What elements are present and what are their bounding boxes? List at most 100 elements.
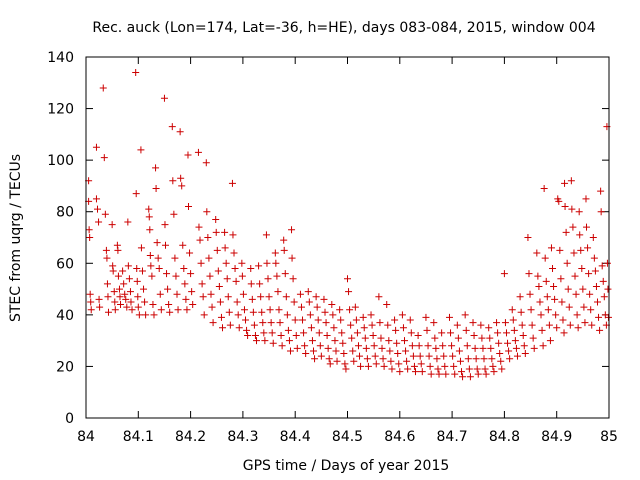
data-point <box>456 357 464 365</box>
data-point <box>519 331 527 339</box>
data-point <box>591 267 599 275</box>
data-point <box>172 272 180 280</box>
data-point <box>281 270 289 278</box>
data-point <box>542 277 550 285</box>
data-point <box>331 337 339 345</box>
data-point <box>219 324 227 332</box>
axis-ticks: 84 84.1 84.2 84.3 84.4 84.5 84.6 84.7 84.8 84.9 85… <box>47 50 618 445</box>
data-point <box>116 293 124 301</box>
data-point <box>371 352 379 360</box>
data-point <box>110 288 118 296</box>
data-point <box>513 352 521 360</box>
data-point <box>560 329 568 337</box>
data-point <box>471 344 479 352</box>
data-point <box>588 321 596 329</box>
data-point <box>312 293 320 301</box>
data-point <box>243 326 251 334</box>
data-point <box>455 347 463 355</box>
data-point <box>146 226 154 234</box>
data-point <box>313 303 321 311</box>
data-point <box>275 306 283 314</box>
data-point <box>233 298 241 306</box>
data-point <box>323 331 331 339</box>
data-point <box>574 324 582 332</box>
data-point <box>485 324 493 332</box>
data-point <box>346 306 354 314</box>
data-point <box>307 324 315 332</box>
data-point <box>308 337 316 345</box>
data-point <box>414 331 422 339</box>
data-point <box>458 368 466 376</box>
data-point <box>251 331 259 339</box>
data-point <box>271 249 279 257</box>
data-point <box>160 94 168 102</box>
data-point <box>426 362 434 370</box>
x-tick-label: 84.8 <box>489 429 520 445</box>
data-point <box>293 344 301 352</box>
data-point <box>149 301 157 309</box>
data-point <box>370 342 378 350</box>
data-point <box>480 355 488 363</box>
data-point <box>387 357 395 365</box>
data-point <box>277 331 285 339</box>
data-point <box>555 197 563 205</box>
data-point <box>489 362 497 370</box>
data-point <box>496 350 504 358</box>
data-point <box>133 277 141 285</box>
data-point <box>329 311 337 319</box>
data-point <box>563 259 571 267</box>
data-point <box>109 267 117 275</box>
x-tick-label: 84.6 <box>384 429 415 445</box>
data-point <box>99 84 107 92</box>
y-tick-label: 40 <box>56 308 74 324</box>
data-point <box>244 331 252 339</box>
data-point <box>300 329 308 337</box>
data-point <box>326 360 334 368</box>
data-point <box>103 280 111 288</box>
data-point <box>561 179 569 187</box>
data-point <box>360 324 368 332</box>
data-point <box>276 319 284 327</box>
data-point <box>108 221 116 229</box>
data-point <box>497 357 505 365</box>
data-point <box>511 337 519 345</box>
data-point <box>592 282 600 290</box>
data-point <box>423 326 431 334</box>
data-point <box>134 303 142 311</box>
data-point <box>543 293 551 301</box>
data-point <box>148 272 156 280</box>
data-point <box>345 288 353 296</box>
data-point <box>198 280 206 288</box>
data-point <box>145 213 153 221</box>
data-point <box>349 347 357 355</box>
data-point <box>126 288 134 296</box>
data-point <box>285 337 293 345</box>
data-point <box>179 241 187 249</box>
data-point <box>222 259 230 267</box>
data-point <box>525 270 533 278</box>
data-point <box>595 313 603 321</box>
data-point <box>558 298 566 306</box>
data-point <box>589 234 597 241</box>
data-point <box>196 236 204 244</box>
data-point <box>173 290 181 298</box>
data-point <box>166 308 174 316</box>
data-point <box>598 262 606 270</box>
data-point <box>410 362 418 370</box>
data-point <box>517 308 525 316</box>
data-point <box>280 236 288 244</box>
data-point <box>231 264 239 272</box>
y-tick-label: 140 <box>47 50 74 66</box>
data-point <box>278 342 286 350</box>
data-point <box>213 246 221 254</box>
data-point <box>252 337 260 345</box>
data-point <box>579 285 587 293</box>
x-tick-label: 84.2 <box>175 429 206 445</box>
data-point <box>586 290 594 298</box>
x-tick-label: 84.9 <box>541 429 572 445</box>
data-point <box>573 311 581 319</box>
data-point <box>534 272 542 280</box>
data-point <box>267 319 275 327</box>
data-point <box>95 218 103 226</box>
data-point <box>117 301 125 309</box>
